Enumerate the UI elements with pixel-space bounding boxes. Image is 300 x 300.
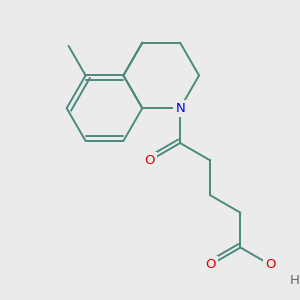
Text: N: N [175, 102, 185, 115]
Text: O: O [266, 258, 276, 272]
Text: O: O [205, 258, 215, 272]
Text: H: H [290, 274, 300, 286]
Text: O: O [145, 154, 155, 167]
